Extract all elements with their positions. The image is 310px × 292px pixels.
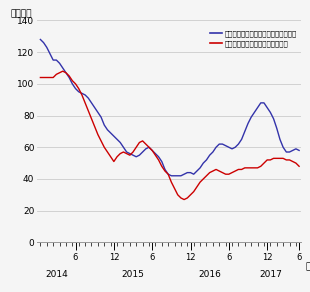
Text: （ドル）: （ドル） [11, 9, 32, 18]
Text: 2014: 2014 [45, 270, 68, 279]
Text: （年）: （年） [306, 262, 310, 271]
Legend: 中国の輸入鉄鉱石価格（ドル／トン）, ドバイ原油価格（ドル／バレル）: 中国の輸入鉄鉱石価格（ドル／トン）, ドバイ原油価格（ドル／バレル） [210, 31, 297, 47]
Text: 2017: 2017 [259, 270, 282, 279]
Text: 2015: 2015 [122, 270, 144, 279]
Text: 2016: 2016 [198, 270, 221, 279]
